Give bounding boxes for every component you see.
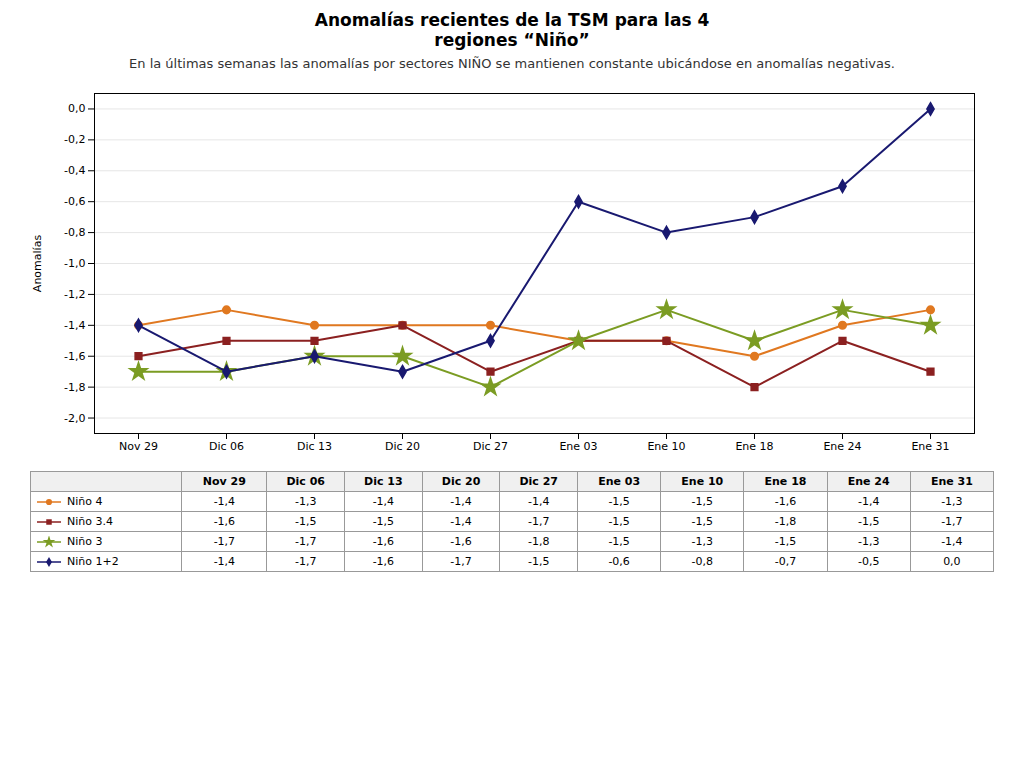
html-text:-0,8: -0,8 [691, 555, 713, 568]
html-text:-1,4: -1,4 [941, 535, 963, 548]
html-text:Niño 1+2: Niño 1+2 [67, 555, 119, 568]
html-text:-1,8: -1,8 [774, 515, 797, 528]
html-text:Niño 4: Niño 4 [67, 495, 103, 508]
html-text:0,0: 0,0 [943, 555, 961, 568]
html-text:-1,4: -1,4 [213, 495, 236, 508]
svg-text:-1,8: -1,8 [64, 381, 85, 394]
html-text:-0,5: -0,5 [857, 555, 880, 568]
html-text:-1,5: -1,5 [295, 515, 317, 528]
html-text:-1,7: -1,7 [450, 555, 472, 568]
html-text:-1,5: -1,5 [528, 555, 550, 568]
svg-text:-1,2: -1,2 [64, 288, 85, 301]
html-text:-1,6: -1,6 [774, 495, 797, 508]
svg-text:Ene 18: Ene 18 [735, 440, 773, 453]
svg-text:Dic 13: Dic 13 [297, 440, 332, 453]
html-text:-1,6: -1,6 [213, 515, 236, 528]
html-text:-1,7: -1,7 [295, 555, 317, 568]
svg-text:0,0: 0,0 [68, 102, 86, 115]
html-text:-1,5: -1,5 [372, 515, 395, 528]
html-text:Nov 29: Nov 29 [202, 475, 246, 488]
html-text:-1,6: -1,6 [372, 555, 395, 568]
html-text:-1,3: -1,3 [295, 495, 317, 508]
html-text:-1,4: -1,4 [213, 555, 236, 568]
html-text:Dic 13: Dic 13 [364, 475, 403, 488]
html-text:-1,8: -1,8 [528, 535, 550, 548]
html-text:-1,3: -1,3 [691, 535, 713, 548]
svg-text:Nov 29: Nov 29 [119, 440, 158, 453]
html-text:Ene 10: Ene 10 [681, 475, 724, 488]
html-text:-0,7: -0,7 [774, 555, 797, 568]
html-text:Ene 24: Ene 24 [847, 475, 890, 488]
html-text:-1,5: -1,5 [857, 515, 880, 528]
html-text:-1,7: -1,7 [941, 515, 963, 528]
svg-text:Dic 27: Dic 27 [473, 440, 508, 453]
html-text:-1,4: -1,4 [372, 495, 395, 508]
html-text:-1,5: -1,5 [608, 515, 630, 528]
svg-text:-0,2: -0,2 [64, 133, 85, 146]
svg-text:-1,6: -1,6 [64, 350, 85, 363]
svg-text:-0,4: -0,4 [64, 164, 85, 177]
html-text:-1,5: -1,5 [608, 535, 630, 548]
html-text:-1,6: -1,6 [372, 535, 395, 548]
html-text:-1,7: -1,7 [295, 535, 317, 548]
svg-text:Dic 06: Dic 06 [209, 440, 244, 453]
svg-text:-1,0: -1,0 [64, 257, 85, 270]
html-text:Niño 3.4: Niño 3.4 [67, 515, 113, 528]
html-text:-1,4: -1,4 [450, 495, 472, 508]
svg-text:Anomalías: Anomalías [31, 235, 44, 293]
svg-text:Dic 20: Dic 20 [385, 440, 420, 453]
svg-text:-2,0: -2,0 [64, 412, 85, 425]
html-text:Dic 06: Dic 06 [286, 475, 325, 488]
html-text:-0,6: -0,6 [608, 555, 630, 568]
html-text:Dic 27: Dic 27 [519, 475, 558, 488]
html-text:-1,5: -1,5 [608, 495, 630, 508]
html-text:Ene 18: Ene 18 [764, 475, 807, 488]
html-text:Ene 03: Ene 03 [598, 475, 641, 488]
html-text:En la últimas semanas las anom: En la últimas semanas las anomalías por … [129, 56, 895, 71]
html-text:Anomalías recientes de la TSM: Anomalías recientes de la TSM para las 4… [314, 10, 710, 50]
html-text:-1,4: -1,4 [528, 495, 550, 508]
svg-text:Ene 24: Ene 24 [823, 440, 861, 453]
svg-text:Ene 10: Ene 10 [647, 440, 685, 453]
html-text:-1,7: -1,7 [528, 515, 550, 528]
html-text:-1,7: -1,7 [213, 535, 236, 548]
html-text:Dic 20: Dic 20 [441, 475, 481, 488]
html-text:-1,4: -1,4 [857, 495, 880, 508]
html-text:Niño 3: Niño 3 [67, 535, 103, 548]
html-text:-1,5: -1,5 [774, 535, 797, 548]
html-text:-1,5: -1,5 [691, 515, 713, 528]
svg-text:-0,6: -0,6 [64, 195, 85, 208]
svg-text:Ene 31: Ene 31 [911, 440, 949, 453]
svg-text:-1,4: -1,4 [64, 319, 85, 332]
html-text:-1,6: -1,6 [450, 535, 472, 548]
svg-text:-0,8: -0,8 [64, 226, 85, 239]
html-text:-1,3: -1,3 [857, 535, 880, 548]
html-text:-1,5: -1,5 [691, 495, 713, 508]
html-text:-1,3: -1,3 [941, 495, 963, 508]
html-text:Ene 31: Ene 31 [930, 475, 973, 488]
svg-text:Ene 03: Ene 03 [559, 440, 597, 453]
html-text:-1,4: -1,4 [450, 515, 472, 528]
